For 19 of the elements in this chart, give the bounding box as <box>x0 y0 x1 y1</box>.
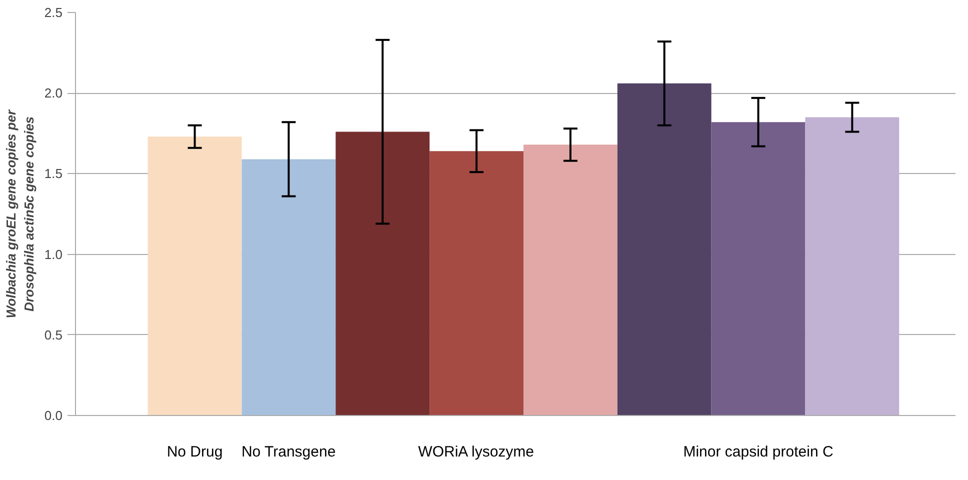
bar <box>523 144 618 416</box>
x-tick-label: Minor capsid protein C <box>683 444 834 460</box>
bar <box>617 83 712 416</box>
y-tick-label: 2.5 <box>44 5 63 20</box>
y-tick-label: 1.5 <box>44 166 63 182</box>
bar <box>148 136 242 416</box>
x-tick-label: WORiA lysozyme <box>418 444 534 460</box>
bar <box>430 151 524 416</box>
x-tick-label: No Drug <box>166 444 223 460</box>
bar <box>805 117 900 416</box>
bar <box>242 159 336 416</box>
y-tick-label: 0.0 <box>44 408 63 423</box>
y-tick-label: 2.0 <box>44 86 63 101</box>
y-tick-label: 1.0 <box>44 246 63 262</box>
bar <box>336 132 430 416</box>
x-tick-label: No Transgene <box>241 444 336 460</box>
bar <box>711 122 806 416</box>
y-axis-title: Wolbachia groEL gene copies per Drosophila actin5c gene copies <box>3 109 36 318</box>
y-tick-label: 0.5 <box>44 327 63 342</box>
